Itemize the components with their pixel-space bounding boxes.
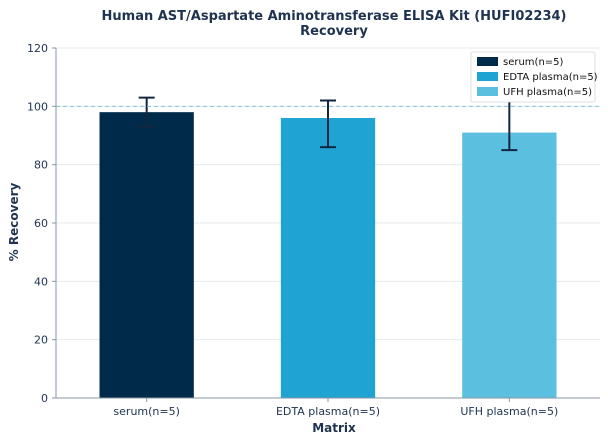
error-bars xyxy=(138,96,518,152)
legend-box xyxy=(470,51,596,103)
x-axis-label: Matrix xyxy=(312,421,356,435)
chart-subtitle: Recovery xyxy=(300,24,368,39)
legend: serum(n=5) EDTA plasma(n=5) UFH plasma(n… xyxy=(470,51,598,103)
bar xyxy=(462,132,557,399)
y-axis-label: % Recovery xyxy=(7,183,21,262)
x-tick-label: EDTA plasma(n=5) xyxy=(276,405,380,418)
x-tick-label: serum(n=5) xyxy=(113,405,179,418)
legend-label-ufh: UFH plasma(n=5) xyxy=(503,87,592,98)
bar xyxy=(280,118,376,398)
x-tick-label: UFH plasma(n=5) xyxy=(460,405,558,418)
legend-swatch-ufh xyxy=(477,87,498,96)
y-axis-ticks: 0 20 40 60 80 100 120 xyxy=(27,42,56,405)
x-axis-ticks: serum(n=5) EDTA plasma(n=5) UFH plasma(n=5… xyxy=(113,398,558,418)
y-tick-label: 80 xyxy=(34,159,48,172)
bar xyxy=(99,112,194,399)
chart-title: Human AST/Aspartate Aminotransferase ELI… xyxy=(102,9,567,24)
y-tick-label: 0 xyxy=(41,392,48,405)
legend-label-serum: serum(n=5) xyxy=(503,57,564,68)
y-tick-label: 100 xyxy=(27,100,48,113)
y-tick-label: 120 xyxy=(27,42,48,55)
y-tick-label: 20 xyxy=(34,334,48,347)
y-tick-label: 40 xyxy=(34,275,48,288)
legend-swatch-serum xyxy=(477,57,498,66)
bars xyxy=(99,112,557,399)
legend-label-edta: EDTA plasma(n=5) xyxy=(503,72,598,83)
y-tick-label: 60 xyxy=(34,217,48,230)
legend-swatch-edta xyxy=(477,72,498,81)
